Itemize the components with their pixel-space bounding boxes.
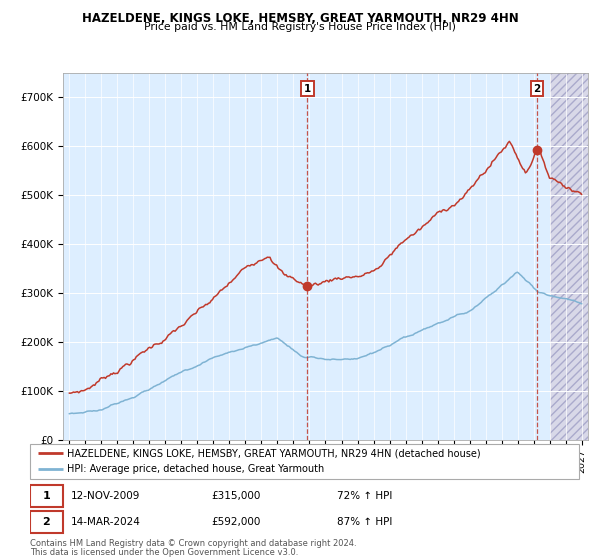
Text: This data is licensed under the Open Government Licence v3.0.: This data is licensed under the Open Gov…	[30, 548, 298, 557]
Text: 2: 2	[533, 84, 541, 94]
Text: HAZELDENE, KINGS LOKE, HEMSBY, GREAT YARMOUTH, NR29 4HN (detached house): HAZELDENE, KINGS LOKE, HEMSBY, GREAT YAR…	[67, 449, 481, 459]
Text: Contains HM Land Registry data © Crown copyright and database right 2024.: Contains HM Land Registry data © Crown c…	[30, 539, 356, 548]
Text: 1: 1	[43, 491, 50, 501]
FancyBboxPatch shape	[30, 511, 63, 533]
Text: Price paid vs. HM Land Registry's House Price Index (HPI): Price paid vs. HM Land Registry's House …	[144, 22, 456, 32]
FancyBboxPatch shape	[30, 444, 579, 479]
FancyBboxPatch shape	[30, 486, 63, 507]
Text: 72% ↑ HPI: 72% ↑ HPI	[337, 491, 393, 501]
Text: £315,000: £315,000	[211, 491, 260, 501]
Text: £592,000: £592,000	[211, 517, 260, 527]
Text: 1: 1	[304, 84, 311, 94]
Text: HPI: Average price, detached house, Great Yarmouth: HPI: Average price, detached house, Grea…	[67, 464, 325, 474]
Text: 14-MAR-2024: 14-MAR-2024	[71, 517, 141, 527]
Text: 87% ↑ HPI: 87% ↑ HPI	[337, 517, 393, 527]
Bar	[550, 73, 590, 440]
Text: HAZELDENE, KINGS LOKE, HEMSBY, GREAT YARMOUTH, NR29 4HN: HAZELDENE, KINGS LOKE, HEMSBY, GREAT YAR…	[82, 12, 518, 25]
Text: 12-NOV-2009: 12-NOV-2009	[71, 491, 140, 501]
Text: 2: 2	[43, 517, 50, 527]
